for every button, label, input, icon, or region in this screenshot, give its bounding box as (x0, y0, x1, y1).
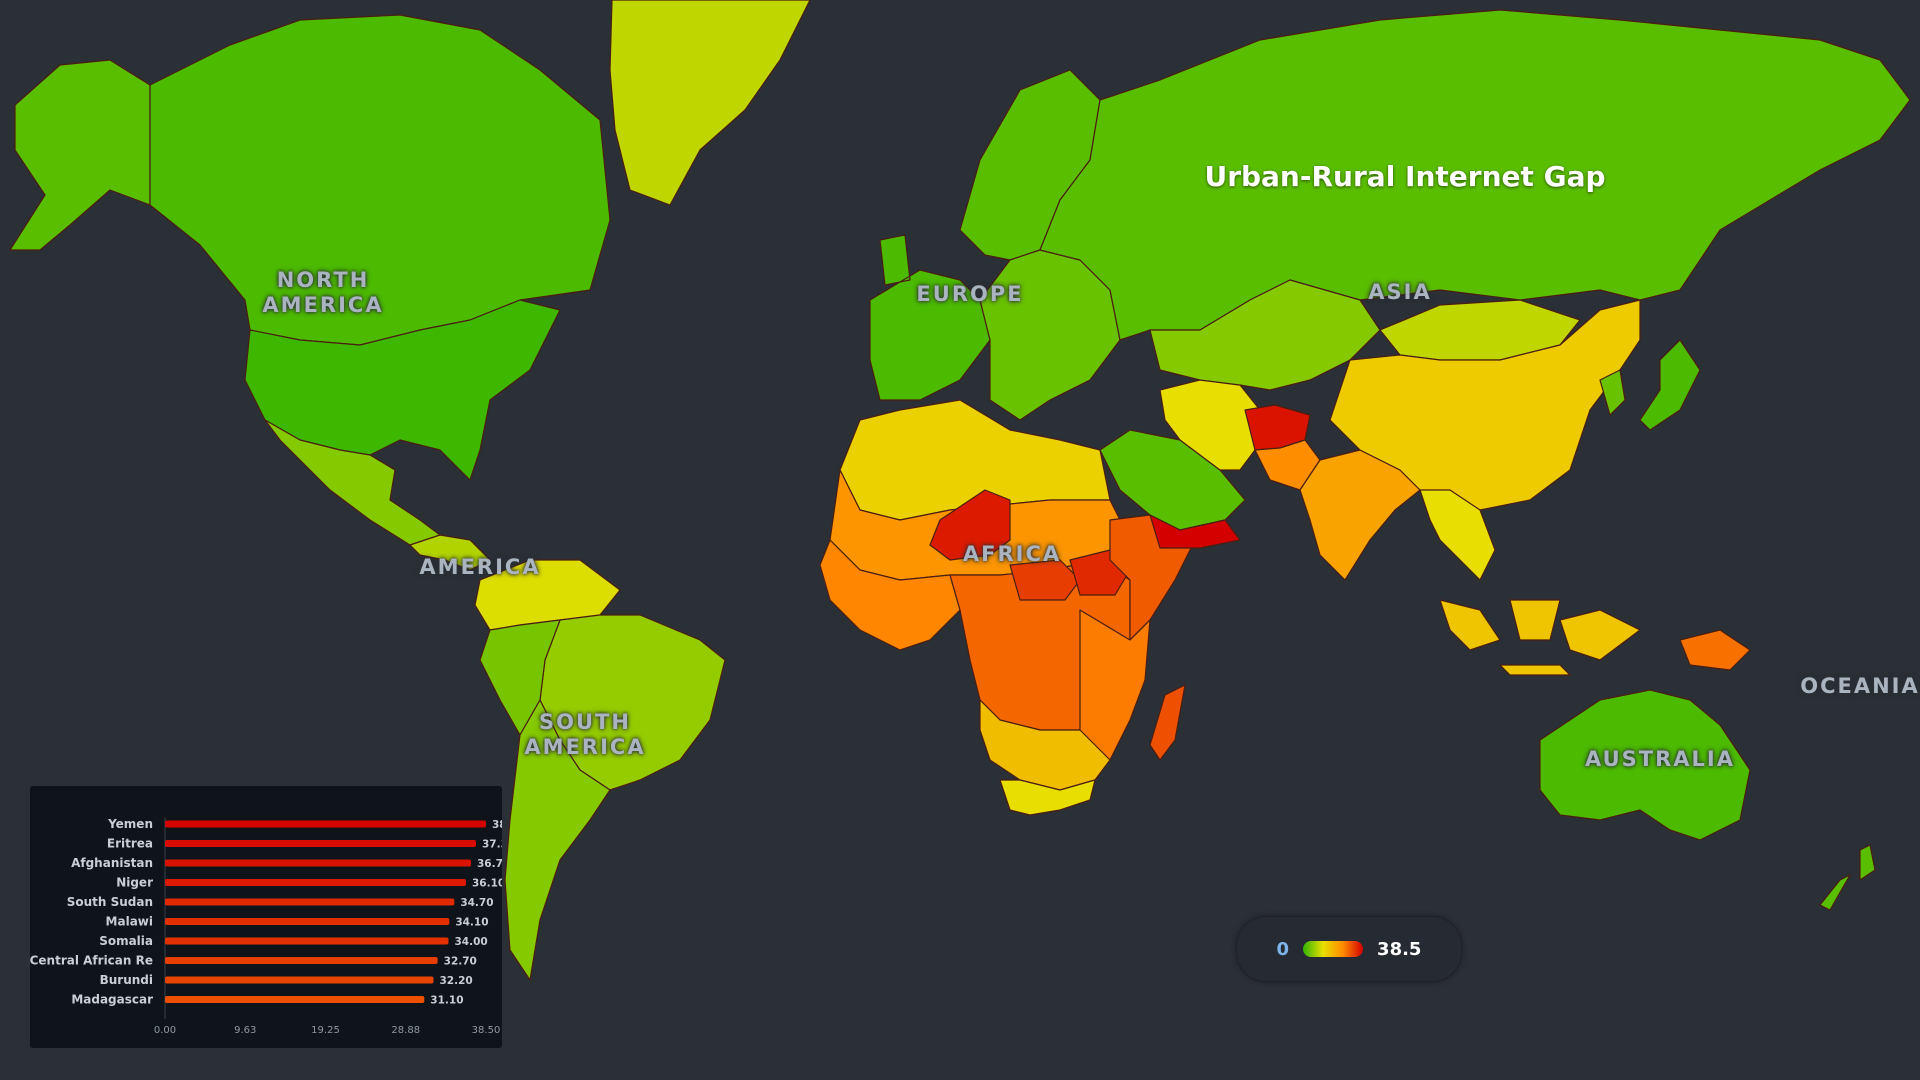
map-region-southeast-asia[interactable] (1419, 489, 1496, 581)
bar (165, 996, 425, 1003)
bar-category-label: South Sudan (67, 895, 153, 909)
bar-category-label: Niger (116, 876, 153, 890)
map-region-new-zealand[interactable] (1819, 844, 1876, 911)
bar-value-label: 38.50 (492, 819, 502, 831)
map-region-japan[interactable] (1639, 339, 1701, 431)
map-region-indonesia[interactable] (1439, 599, 1641, 676)
bar-xtick-label: 0.00 (154, 1025, 176, 1036)
bar (165, 918, 450, 925)
bar-category-label: Central African Re (30, 954, 153, 968)
continent-label-line: SOUTH (539, 710, 631, 734)
bar (165, 820, 486, 828)
legend-min-label: 0 (1276, 938, 1290, 960)
bar-value-label: 31.10 (430, 995, 463, 1007)
continent-label-oceania: OCEANIA (1790, 674, 1920, 699)
bar (165, 840, 476, 847)
continent-label-europe: EUROPE (895, 282, 1045, 307)
bar-value-label: 34.70 (460, 897, 493, 909)
map-region-australia[interactable] (1539, 689, 1751, 841)
bar (165, 879, 466, 886)
bar-category-label: Yemen (107, 817, 153, 831)
map-region-southern-cone[interactable] (504, 699, 611, 981)
bar-xtick-label: 19.25 (311, 1025, 340, 1036)
bar-category-label: Afghanistan (71, 856, 153, 870)
bar-category-label: Somalia (99, 934, 153, 948)
bar-chart-svg: Yemen 38.50 Eritrea 37.30 Afghanistan 36.70 Ni… (30, 817, 502, 1036)
legend-gradient-bar (1303, 941, 1364, 957)
bar-category-label: Madagascar (71, 993, 153, 1007)
bar-category-label: Eritrea (107, 837, 153, 851)
bar-value-label: 34.00 (454, 936, 487, 948)
map-region-greenland[interactable] (609, 0, 811, 206)
bar-category-label: Burundi (100, 973, 153, 987)
top-countries-bar-chart: Yemen 38.50 Eritrea 37.30 Afghanistan 36.70 Ni… (30, 786, 502, 1048)
map-region-yemen[interactable] (1149, 514, 1241, 549)
map-title: Urban-Rural Internet Gap (1204, 160, 1606, 193)
continent-label-australia: AUSTRALIA (1580, 747, 1740, 772)
map-region-india[interactable] (1299, 449, 1421, 581)
bar-value-label: 32.20 (439, 975, 472, 987)
continent-label-line: AUSTRALIA (1585, 747, 1735, 771)
bar-xtick-label: 38.50 (472, 1025, 501, 1036)
bar (165, 937, 449, 945)
map-region-alaska[interactable] (9, 59, 151, 251)
continent-label-america: AMERICA (405, 555, 555, 580)
legend-max-label: 38.5 (1377, 938, 1422, 960)
continent-label-line: EUROPE (916, 282, 1024, 306)
map-region-korea[interactable] (1599, 369, 1626, 416)
bar-value-label: 37.30 (482, 839, 502, 851)
map-region-western-europe[interactable] (869, 234, 991, 401)
bar-value-label: 34.10 (455, 917, 488, 929)
continent-label-line: NORTH (276, 268, 370, 292)
map-region-west-africa[interactable] (819, 539, 961, 651)
bar-value-label: 32.70 (444, 956, 477, 968)
map-region-central-america[interactable] (409, 534, 491, 571)
bar-value-label: 36.10 (472, 878, 502, 890)
map-region-south-africa[interactable] (999, 779, 1096, 816)
bar-xtick-label: 9.63 (234, 1025, 256, 1036)
continent-label-line: AMERICA (524, 735, 646, 759)
map-region-eastern-europe[interactable] (979, 249, 1121, 421)
continent-label-north-america: NORTH AMERICA (248, 268, 398, 318)
bar-xtick-label: 28.88 (391, 1025, 420, 1036)
continent-label-south-america: SOUTH AMERICA (510, 710, 660, 760)
map-region-mexico[interactable] (264, 419, 441, 546)
bar (165, 957, 438, 964)
map-region-png[interactable] (1679, 629, 1751, 671)
continent-label-line: OCEANIA (1800, 674, 1920, 698)
map-region-east-africa[interactable] (1079, 609, 1151, 761)
continent-label-asia: ASIA (1325, 280, 1475, 305)
map-region-arabia[interactable] (1099, 429, 1246, 531)
bar (165, 898, 455, 906)
map-region-niger[interactable] (929, 489, 1011, 561)
continent-label-line: AMERICA (419, 555, 541, 579)
color-legend: 0 38.5 (1236, 916, 1462, 982)
continent-label-line: AFRICA (962, 542, 1062, 566)
bar (165, 859, 471, 867)
bar (165, 976, 434, 984)
continent-label-line: ASIA (1368, 280, 1432, 304)
continent-label-africa: AFRICA (937, 542, 1087, 567)
map-region-madagascar[interactable] (1149, 684, 1186, 761)
bar-category-label: Malawi (106, 915, 153, 929)
map-region-car[interactable] (1009, 559, 1081, 601)
continent-label-line: AMERICA (262, 293, 384, 317)
bar-value-label: 36.70 (477, 858, 502, 870)
